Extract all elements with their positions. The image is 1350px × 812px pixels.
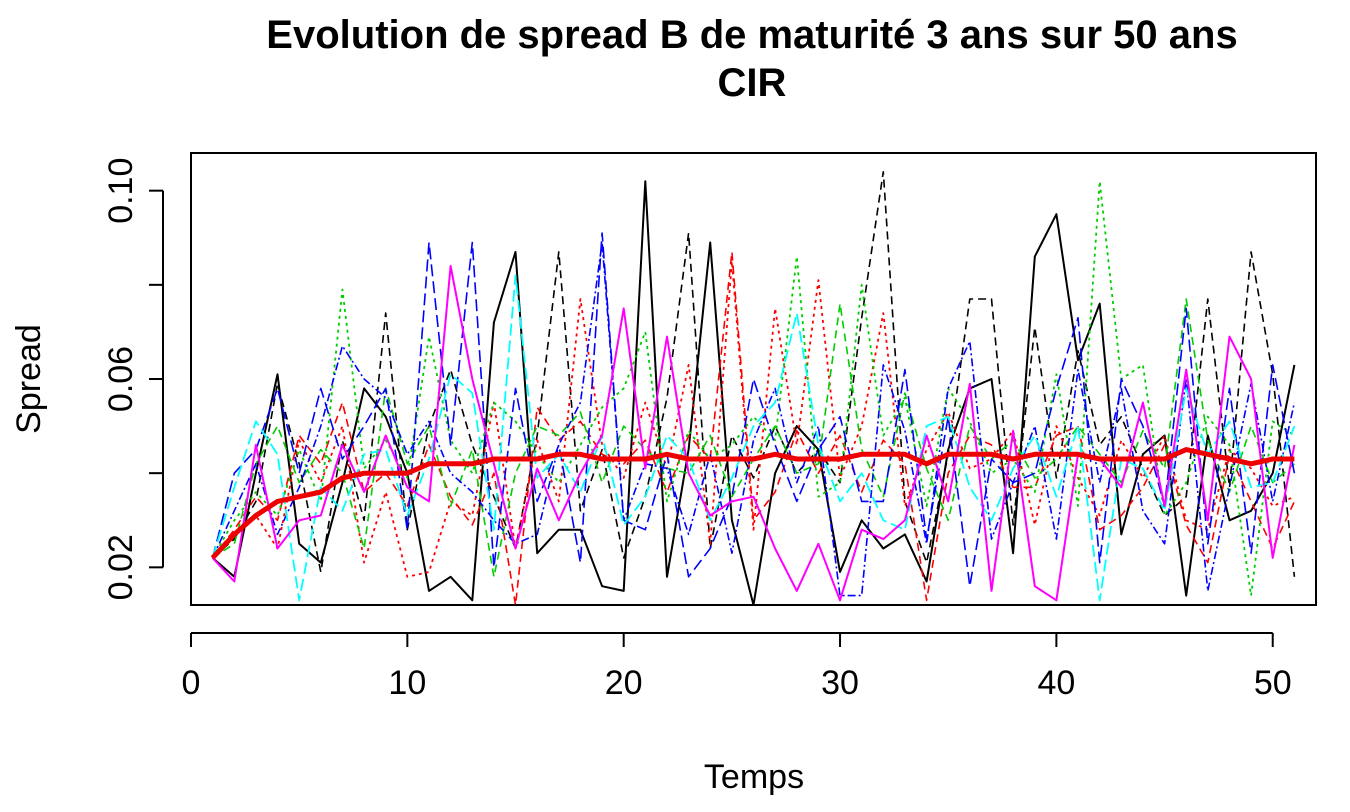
- series-line-8: [211, 241, 1296, 597]
- series-line-3: [211, 260, 1295, 578]
- series-line-1: [211, 180, 1296, 606]
- series-line-11: [210, 447, 1295, 560]
- plot-frame: [190, 152, 1317, 606]
- y-tick-label: 0.02: [102, 534, 140, 600]
- x-tick-label: 10: [388, 664, 426, 702]
- series-line-7: [211, 232, 1296, 588]
- series-line-9: [211, 274, 1296, 602]
- series-line-5: [211, 180, 1295, 597]
- y-axis-label: Spread: [10, 324, 48, 434]
- series-line-2: [212, 171, 1296, 577]
- y-axis: 0.02 0.06 0.10: [102, 158, 164, 600]
- chart-title: Evolution de spread B de maturité 3 ans …: [266, 13, 1237, 57]
- x-tick-label: 30: [821, 664, 859, 702]
- x-tick-label: 40: [1037, 664, 1075, 702]
- series-line-6: [212, 298, 1295, 578]
- series-layer: [210, 171, 1296, 606]
- series-line-4: [211, 251, 1296, 606]
- series-line-10: [211, 265, 1296, 602]
- x-axis: 0 10 20 30 40 50: [182, 632, 1292, 702]
- x-axis-label: Temps: [704, 758, 804, 796]
- y-tick-label: 0.10: [102, 158, 140, 224]
- x-tick-label: 20: [605, 664, 643, 702]
- x-tick-label: 0: [182, 664, 201, 702]
- chart-subtitle: CIR: [718, 61, 787, 105]
- y-tick-label: 0.06: [102, 346, 140, 412]
- x-tick-label: 50: [1254, 664, 1292, 702]
